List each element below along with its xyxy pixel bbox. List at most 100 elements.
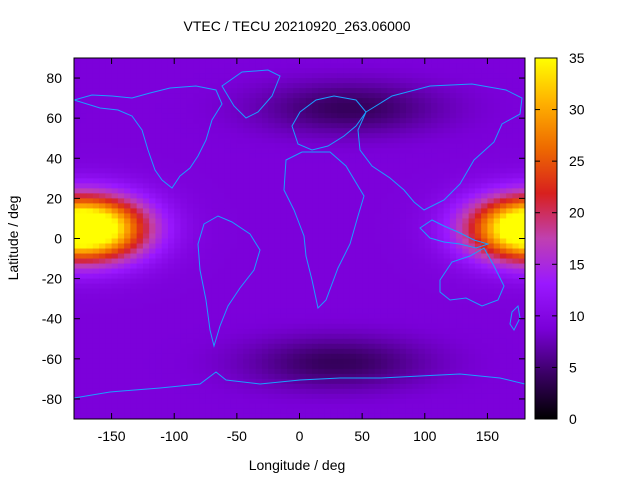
heatmap-cell (349, 78, 357, 84)
heatmap-cell (105, 83, 113, 89)
heatmap-cell (506, 178, 514, 184)
heatmap-cell (236, 308, 244, 315)
heatmap-cell (130, 293, 138, 300)
heatmap-cell (343, 398, 351, 405)
heatmap-cell (261, 133, 269, 139)
heatmap-cell (274, 283, 282, 290)
heatmap-cell (205, 363, 213, 370)
heatmap-cell (86, 383, 94, 390)
heatmap-cell (449, 173, 457, 179)
heatmap-cell (337, 338, 344, 345)
heatmap-cell (330, 83, 338, 89)
heatmap-cell (468, 138, 476, 144)
heatmap-cell (243, 328, 250, 335)
heatmap-cell (337, 343, 344, 350)
heatmap-cell (243, 383, 250, 390)
heatmap-cell (261, 303, 269, 310)
heatmap-cell (493, 63, 501, 69)
heatmap-cell (437, 343, 445, 350)
heatmap-cell (224, 353, 232, 360)
heatmap-cell (293, 78, 301, 84)
heatmap-cell (368, 198, 376, 204)
heatmap-cell (180, 143, 188, 149)
heatmap-cell (474, 73, 482, 79)
heatmap-cell (74, 73, 81, 79)
heatmap-cell (211, 353, 219, 360)
heatmap-cell (387, 98, 395, 104)
heatmap-cell (468, 273, 476, 280)
heatmap-cell (349, 213, 357, 220)
heatmap-cell (368, 103, 376, 109)
heatmap-cell (305, 383, 313, 390)
heatmap-cell (149, 278, 157, 285)
heatmap-cell (399, 273, 407, 280)
heatmap-cell (274, 108, 282, 114)
heatmap-cell (136, 73, 144, 79)
heatmap-cell (424, 193, 432, 199)
heatmap-cell (174, 163, 182, 169)
heatmap-cell (255, 113, 263, 119)
heatmap-cell (437, 338, 445, 345)
heatmap-cell (431, 188, 438, 194)
heatmap-cell (99, 263, 106, 270)
heatmap-cell (393, 393, 401, 400)
heatmap-cell (499, 188, 507, 194)
heatmap-cell (349, 123, 357, 129)
heatmap-cell (186, 388, 194, 395)
heatmap-cell (487, 173, 495, 179)
heatmap-cell (443, 288, 451, 295)
heatmap-cell (236, 253, 244, 260)
heatmap-cell (86, 158, 94, 164)
heatmap-cell (405, 183, 413, 189)
heatmap-cell (405, 253, 413, 260)
heatmap-cell (211, 333, 219, 340)
heatmap-cell (418, 388, 426, 395)
heatmap-cell (142, 153, 150, 159)
heatmap-cell (99, 258, 106, 265)
heatmap-cell (230, 118, 238, 124)
heatmap-cell (236, 68, 244, 74)
heatmap-cell (261, 293, 269, 300)
heatmap-cell (142, 308, 150, 315)
heatmap-cell (449, 68, 457, 74)
heatmap-cell (405, 263, 413, 270)
heatmap-cell (180, 308, 188, 315)
heatmap-cell (136, 173, 144, 179)
heatmap-cell (518, 128, 525, 134)
heatmap-cell (499, 128, 507, 134)
heatmap-cell (86, 338, 94, 345)
heatmap-cell (161, 283, 169, 290)
heatmap-cell (431, 393, 438, 400)
heatmap-cell (193, 123, 200, 129)
heatmap-cell (111, 183, 119, 189)
heatmap-cell (493, 283, 501, 290)
heatmap-cell (393, 203, 401, 210)
heatmap-cell (243, 98, 250, 104)
heatmap-cell (449, 343, 457, 350)
heatmap-cell (124, 163, 131, 169)
heatmap-cell (399, 108, 407, 114)
heatmap-cell (136, 328, 144, 335)
heatmap-cell (474, 283, 482, 290)
heatmap-cell (180, 343, 188, 350)
heatmap-cell (199, 103, 207, 109)
heatmap-cell (111, 373, 119, 380)
heatmap-cell (174, 373, 182, 380)
heatmap-cell (355, 323, 363, 330)
heatmap-cell (462, 288, 470, 295)
heatmap-cell (261, 178, 269, 184)
heatmap-cell (280, 368, 288, 375)
heatmap-cell (493, 148, 501, 154)
heatmap-cell (249, 178, 257, 184)
heatmap-cell (518, 233, 525, 240)
heatmap-cell (99, 373, 106, 380)
heatmap-cell (462, 138, 470, 144)
heatmap-cell (230, 98, 238, 104)
heatmap-cell (180, 218, 188, 225)
heatmap-cell (136, 323, 144, 330)
heatmap-cell (305, 123, 313, 129)
heatmap-cell (299, 348, 307, 355)
heatmap-cell (243, 203, 250, 210)
heatmap-cell (149, 308, 157, 315)
heatmap-cell (230, 233, 238, 240)
